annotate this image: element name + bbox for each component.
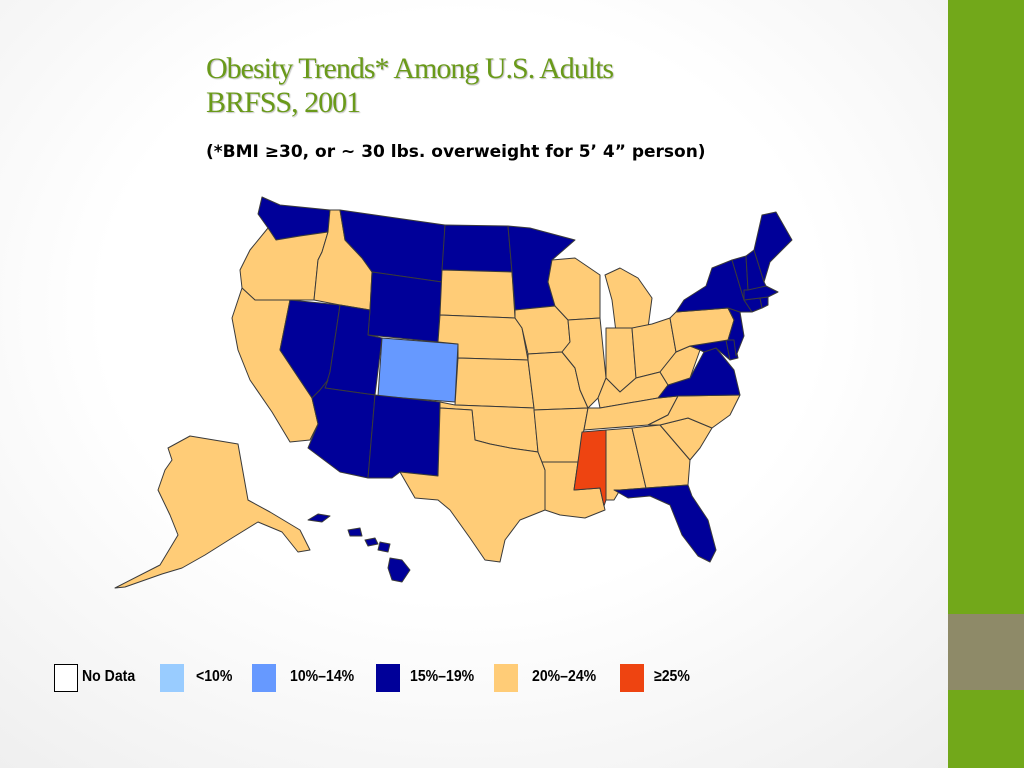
state-KS [454, 357, 535, 409]
slide-subtitle: (*BMI ≥30, or ~ 30 lbs. overweight for 5… [206, 142, 706, 162]
us-obesity-map [114, 196, 793, 589]
slide-title: Obesity Trends* Among U.S. Adults BRFSS,… [206, 52, 906, 120]
legend-swatch [620, 664, 644, 692]
legend-label: 10%–14% [290, 668, 355, 685]
state-NJ [727, 307, 745, 357]
state-SD [439, 269, 516, 319]
state-VT [731, 255, 749, 301]
legend: No Data <10% 10%–14% 15%–19% 20%–24% ≥25% [54, 664, 934, 694]
state-NH [745, 249, 767, 291]
state-ND [441, 224, 513, 273]
state-MI [604, 267, 653, 333]
title-line-2: BRFSS, 2001 [206, 86, 361, 119]
legend-swatch [376, 664, 400, 692]
state-NC [647, 394, 741, 429]
state-CO [377, 337, 459, 403]
legend-swatch [54, 664, 78, 692]
accent-block [948, 614, 1024, 690]
title-line-1: Obesity Trends* Among U.S. Adults [206, 52, 614, 85]
legend-label: ≥25% [654, 668, 690, 685]
state-UT [324, 304, 383, 396]
legend-swatch [494, 664, 518, 692]
state-WY [367, 271, 443, 343]
state-ME [753, 211, 793, 283]
legend-label: <10% [196, 668, 233, 685]
state-TX [399, 407, 546, 563]
state-FL [613, 484, 717, 563]
legend-swatch [160, 664, 184, 692]
legend-label: 15%–19% [410, 668, 475, 685]
state-AK [114, 435, 311, 589]
state-RI [759, 296, 769, 309]
state-IL [561, 317, 607, 409]
state-HI [307, 513, 411, 583]
legend-label: No Data [82, 668, 136, 685]
state-AZ [307, 379, 376, 479]
legend-label: 20%–24% [532, 668, 597, 685]
legend-swatch [252, 664, 276, 692]
state-NM [367, 394, 441, 479]
